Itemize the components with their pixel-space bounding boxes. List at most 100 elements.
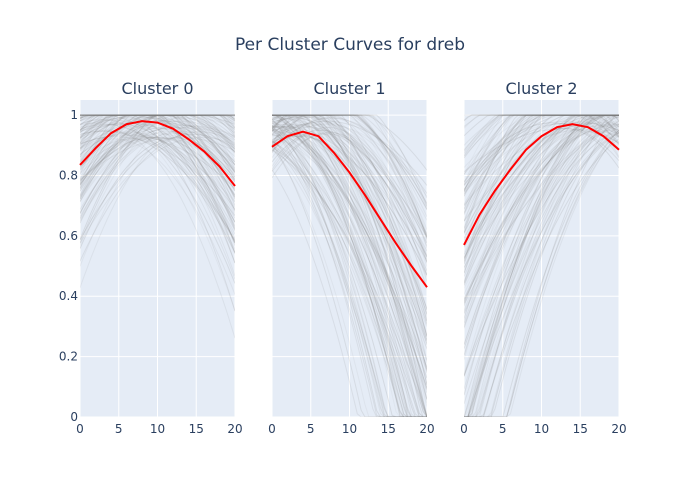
member-curve-line [80, 114, 235, 171]
member-curve-line [464, 114, 619, 121]
member-curve-line [464, 114, 619, 303]
member-curve-line [80, 125, 235, 182]
member-curve-line [272, 114, 427, 417]
member-curve-line [464, 114, 619, 345]
member-curve-line [80, 138, 235, 216]
member-curve-line [80, 121, 235, 208]
member-curve-line [272, 149, 427, 417]
member-curve-line [464, 114, 619, 192]
member-curve-line [272, 143, 427, 417]
member-curve-line [80, 114, 235, 253]
member-curve-line [272, 114, 427, 207]
member-curve-line [464, 114, 619, 263]
member-curve-line [80, 114, 235, 139]
member-curve-line [272, 134, 427, 417]
member-curve-line [464, 114, 619, 215]
member-curve-line [464, 114, 619, 417]
member-curve-line [272, 123, 427, 370]
member-curve-line [80, 114, 235, 240]
member-curve-line [272, 114, 427, 208]
member-curve-line [272, 131, 427, 263]
member-curve-line [464, 114, 619, 304]
member-curve-line [80, 123, 235, 166]
member-curve-line [464, 114, 619, 376]
y-tick-label: 1 [70, 108, 78, 122]
member-curve-line [464, 129, 619, 417]
member-curve-line [272, 148, 427, 417]
member-curve-line [80, 114, 235, 312]
member-curve-line [80, 122, 235, 158]
member-curve-line [464, 114, 619, 328]
member-curve-line [272, 135, 427, 345]
member-curve-line [272, 114, 427, 319]
member-curve-line [80, 114, 235, 196]
member-curve-line [464, 114, 619, 313]
member-curve-line [464, 138, 619, 417]
member-curve-line [272, 140, 427, 417]
member-curve-line [464, 114, 619, 210]
member-curve-line [80, 115, 235, 250]
member-curve-line [464, 128, 619, 389]
member-curve-line [80, 114, 235, 180]
member-curve-line [80, 123, 235, 182]
member-curve-line [272, 120, 427, 379]
member-curve-line [80, 114, 235, 206]
member-curve-line [464, 114, 619, 417]
member-curve-line [80, 114, 235, 132]
member-curve-line [272, 137, 427, 349]
member-curve-line [272, 145, 427, 417]
member-curve-line [464, 114, 619, 329]
member-curve-line [464, 114, 619, 300]
member-curve-line [80, 136, 235, 181]
member-curve-line [272, 114, 427, 400]
mean-curve-line [463, 123, 620, 246]
member-curve-line [464, 130, 619, 417]
member-curve-line [272, 114, 427, 238]
member-curve-line [464, 114, 619, 311]
member-curve-line [272, 125, 427, 344]
member-curve-line [80, 114, 235, 170]
member-curve-line [464, 114, 619, 417]
member-curve-line [80, 138, 235, 235]
member-curve-line [272, 114, 427, 417]
member-curve-line [272, 114, 427, 258]
member-curve-line [80, 137, 235, 249]
member-curve-line [272, 114, 427, 417]
member-curve-line [272, 114, 427, 417]
member-curve-line [80, 130, 235, 221]
member-curve-line [272, 114, 427, 417]
x-tick-label: 5 [115, 422, 123, 436]
member-curve-line [464, 125, 619, 417]
mean-curve-line [79, 120, 236, 187]
member-curve-line [464, 114, 619, 417]
member-curve-line [464, 114, 619, 286]
member-curve-line [80, 114, 235, 254]
member-curve-line [272, 128, 427, 368]
member-curve-line [272, 114, 427, 417]
member-curve-line [272, 135, 427, 277]
member-curve-line [272, 169, 427, 417]
member-curve-line [272, 114, 427, 264]
member-curve-line [464, 114, 619, 157]
member-curve-line [272, 114, 427, 199]
member-curve-line [464, 114, 619, 206]
member-curve-line [272, 117, 427, 314]
member-curve-line [464, 114, 619, 239]
member-curve-line [272, 114, 427, 239]
cluster-panel-0: Cluster 0 0 5 10 15 20 0 0.2 0.4 0.6 0.8 1 [59, 79, 243, 436]
member-curve-line [80, 114, 235, 179]
member-curve-line [80, 114, 235, 231]
member-curve-line [272, 134, 427, 340]
member-curve-line [272, 114, 427, 417]
member-curve-line [80, 134, 235, 190]
member-curve-line [80, 114, 235, 198]
member-curve-line [464, 114, 619, 259]
member-curve-line [80, 114, 235, 182]
member-curve-line [80, 114, 235, 120]
member-curve-line [464, 114, 619, 247]
member-curve-line [464, 123, 619, 314]
member-curve-line [464, 120, 619, 377]
member-curve-line [80, 114, 235, 198]
member-curve-line [80, 115, 235, 173]
member-curve-line [272, 134, 427, 350]
